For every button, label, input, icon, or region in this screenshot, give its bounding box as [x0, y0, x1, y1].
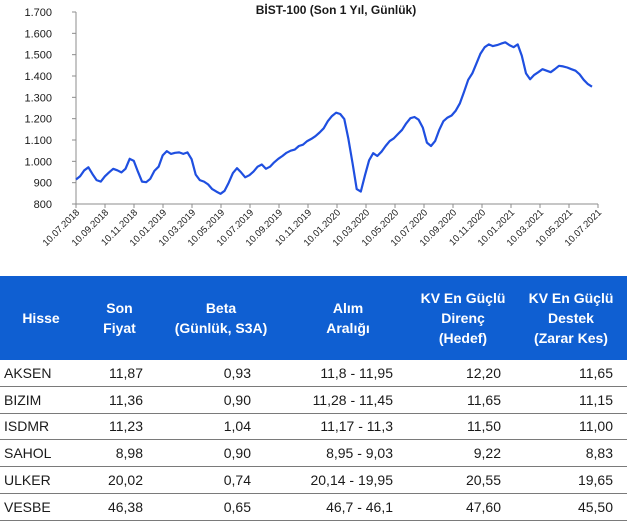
y-axis: 800 900 1.000 1.100 1.200 1.300 1.400 1.500 1.60… — [24, 7, 77, 211]
x-axis: 10.07.201810.09.201810.11.201810.01.2019… — [41, 203, 604, 249]
cell-hisse: BIZIM — [0, 386, 82, 414]
y-tick-label: 1.600 — [24, 28, 52, 40]
table-row: VESBE 46,38 0,65 46,7 - 46,1 47,60 45,50 — [0, 493, 627, 521]
cell-beta: 0,74 — [157, 466, 285, 494]
header-alim-araligi: Alım Aralığı — [285, 276, 411, 360]
cell-destek: 8,83 — [515, 439, 627, 468]
cell-direnc: 9,22 — [411, 439, 515, 468]
header-beta: Beta (Günlük, S3A) — [157, 276, 285, 360]
table-row: SAHOL 8,98 0,90 8,95 - 9,03 9,22 8,83 — [0, 439, 627, 468]
cell-direnc: 20,55 — [411, 466, 515, 494]
stock-table-container: Hisse Son Fiyat Beta (Günlük, S3A) Alım Ara… — [0, 276, 627, 521]
y-tick-label: 1.200 — [24, 114, 52, 126]
y-tick-label: 800 — [34, 199, 52, 211]
cell-alim-araligi: 11,28 - 11,45 — [285, 386, 411, 414]
header-hisse: Hisse — [0, 276, 82, 360]
cell-alim-araligi: 20,14 - 19,95 — [285, 466, 411, 494]
cell-beta: 0,65 — [157, 493, 285, 521]
cell-hisse: AKSEN — [0, 360, 82, 387]
header-son-fiyat: Son Fiyat — [82, 276, 157, 360]
cell-beta: 0,90 — [157, 386, 285, 414]
cell-son-fiyat: 11,87 — [82, 360, 157, 387]
series-line — [75, 41, 593, 195]
y-tick-label: 1.000 — [24, 156, 52, 168]
cell-hisse: ULKER — [0, 466, 82, 494]
cell-alim-araligi: 11,8 - 11,95 — [285, 360, 411, 387]
stock-table: Hisse Son Fiyat Beta (Günlük, S3A) Alım Ara… — [0, 276, 627, 521]
cell-son-fiyat: 8,98 — [82, 439, 157, 468]
table-row: ULKER 20,02 0,74 20,14 - 19,95 20,55 19,… — [0, 466, 627, 494]
index-line-chart: BİST-100 (Son 1 Yıl, Günlük) 800 900 1.000… — [24, 2, 604, 249]
chart-title: BİST-100 (Son 1 Yıl, Günlük) — [256, 2, 416, 17]
cell-son-fiyat: 46,38 — [82, 493, 157, 521]
table-row: BIZIM 11,36 0,90 11,28 - 11,45 11,65 11,… — [0, 386, 627, 414]
y-tick-label: 900 — [34, 178, 52, 190]
cell-direnc: 11,50 — [411, 413, 515, 441]
table-row: ISDMR 11,23 1,04 11,17 - 11,3 11,50 11,0… — [0, 413, 627, 441]
cell-alim-araligi: 46,7 - 46,1 — [285, 493, 411, 521]
y-tick-label: 1.500 — [24, 50, 52, 62]
cell-hisse: SAHOL — [0, 439, 82, 468]
y-tick-label: 1.400 — [24, 71, 52, 83]
plot-area — [75, 41, 593, 195]
y-tick-label: 1.700 — [24, 7, 52, 19]
cell-destek: 45,50 — [515, 493, 627, 521]
cell-beta: 0,93 — [157, 360, 285, 387]
cell-destek: 11,15 — [515, 386, 627, 414]
table-header-row: Hisse Son Fiyat Beta (Günlük, S3A) Alım Ara… — [0, 276, 627, 360]
cell-hisse: ISDMR — [0, 413, 82, 441]
cell-destek: 11,65 — [515, 360, 627, 387]
cell-direnc: 47,60 — [411, 493, 515, 521]
cell-hisse: VESBE — [0, 493, 82, 521]
cell-beta: 0,90 — [157, 439, 285, 468]
y-tick-label: 1.100 — [24, 135, 52, 147]
cell-son-fiyat: 20,02 — [82, 466, 157, 494]
cell-alim-araligi: 8,95 - 9,03 — [285, 439, 411, 468]
cell-alim-araligi: 11,17 - 11,3 — [285, 413, 411, 441]
cell-destek: 19,65 — [515, 466, 627, 494]
header-direnc: KV En Güçlü Direnç (Hedef) — [411, 276, 515, 360]
cell-direnc: 11,65 — [411, 386, 515, 414]
cell-son-fiyat: 11,36 — [82, 386, 157, 414]
table-row: AKSEN 11,87 0,93 11,8 - 11,95 12,20 11,6… — [0, 360, 627, 387]
cell-direnc: 12,20 — [411, 360, 515, 387]
header-destek: KV En Güçlü Destek (Zarar Kes) — [515, 276, 627, 360]
cell-destek: 11,00 — [515, 413, 627, 441]
cell-son-fiyat: 11,23 — [82, 413, 157, 441]
cell-beta: 1,04 — [157, 413, 285, 441]
y-tick-label: 1.300 — [24, 92, 52, 104]
